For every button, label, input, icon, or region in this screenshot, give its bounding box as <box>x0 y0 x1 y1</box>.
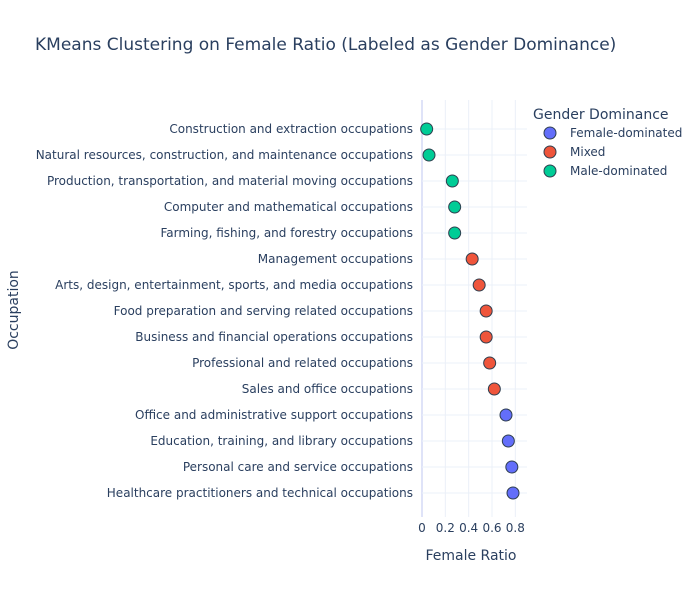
y-tick-label: Personal care and service occupations <box>183 460 413 474</box>
y-tick-label: Business and financial operations occupa… <box>135 330 413 344</box>
legend-marker <box>543 145 557 159</box>
y-tick-label: Construction and extraction occupations <box>169 122 413 136</box>
data-point <box>483 356 497 370</box>
x-tick-label: 0.8 <box>506 521 525 535</box>
data-point <box>487 382 501 396</box>
data-point <box>499 408 513 422</box>
y-tick-label: Management occupations <box>258 252 413 266</box>
legend-title: Gender Dominance <box>533 107 669 123</box>
y-tick-label: Professional and related occupations <box>192 356 413 370</box>
data-point <box>445 174 459 188</box>
data-point <box>501 434 515 448</box>
y-tick-label: Sales and office occupations <box>242 382 413 396</box>
x-tick-label: 0.6 <box>482 521 501 535</box>
y-tick-label: Computer and mathematical occupations <box>164 200 413 214</box>
chart-title: KMeans Clustering on Female Ratio (Label… <box>35 35 616 55</box>
y-tick-label: Farming, fishing, and forestry occupatio… <box>160 226 413 240</box>
data-point <box>506 486 520 500</box>
data-points <box>420 122 520 500</box>
data-point <box>465 252 479 266</box>
data-point <box>479 304 493 318</box>
y-tick-label: Food preparation and serving related occ… <box>114 304 413 318</box>
y-tick-label: Arts, design, entertainment, sports, and… <box>55 278 413 292</box>
legend-marker <box>543 164 557 178</box>
data-point <box>448 200 462 214</box>
x-axis-title: Female Ratio <box>425 548 516 564</box>
y-tick-label: Healthcare practitioners and technical o… <box>107 486 413 500</box>
y-axis-title: Occupation <box>6 270 22 350</box>
y-tick-label: Office and administrative support occupa… <box>135 408 413 422</box>
data-point <box>472 278 486 292</box>
legend-marker <box>543 126 557 140</box>
x-tick-label: 0.2 <box>436 521 455 535</box>
data-point <box>479 330 493 344</box>
y-tick-labels: Construction and extraction occupations N… <box>36 122 413 500</box>
legend-item-label: Male-dominated <box>570 164 667 178</box>
y-tick-label: Education, training, and library occupat… <box>150 434 413 448</box>
x-tick-label: 0 <box>418 521 426 535</box>
legend: Gender Dominance Female-dominated Mixed Ma… <box>533 107 682 178</box>
y-tick-label: Production, transportation, and material… <box>47 174 413 188</box>
y-tick-label: Natural resources, construction, and mai… <box>36 148 413 162</box>
data-point <box>420 122 434 136</box>
data-point <box>448 226 462 240</box>
legend-item-label: Female-dominated <box>570 126 682 140</box>
legend-item-label: Mixed <box>570 145 605 159</box>
data-point <box>505 460 519 474</box>
x-tick-labels: 0 0.2 0.4 0.6 0.8 <box>418 521 525 535</box>
grid-lines <box>421 100 527 517</box>
x-tick-label: 0.4 <box>459 521 478 535</box>
data-point <box>422 148 436 162</box>
